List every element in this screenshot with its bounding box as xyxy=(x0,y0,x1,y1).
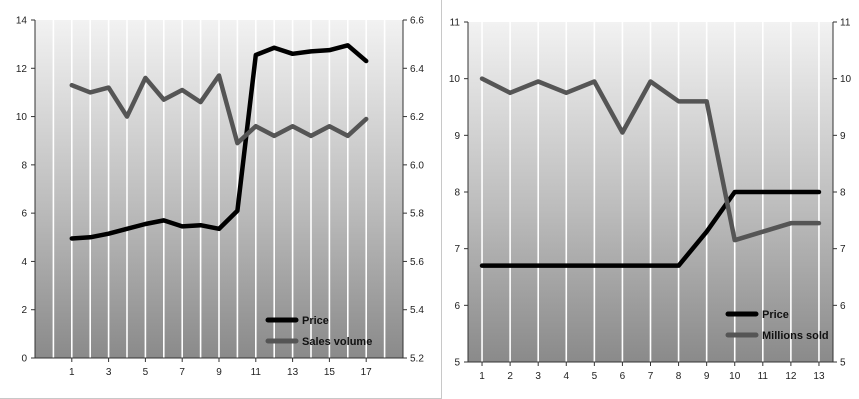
y-left-tick-label: 6 xyxy=(21,209,27,220)
x-tick-label: 3 xyxy=(106,367,112,378)
x-tick-label: 17 xyxy=(361,367,373,378)
series-line-price xyxy=(479,189,822,268)
x-tick-label: 11 xyxy=(758,371,769,382)
y-left-tick-label: 0 xyxy=(21,354,27,365)
x-tick-label: 8 xyxy=(676,371,682,382)
legend: Price Sales volume xyxy=(265,315,372,348)
y-left-tick-label: 5 xyxy=(454,358,460,369)
axes xyxy=(31,19,407,362)
x-tick-label: 1 xyxy=(479,371,485,382)
x-tick-label: 13 xyxy=(813,371,825,382)
y-right-tick-label: 5.8 xyxy=(410,209,424,220)
y-left-tick-label: 2 xyxy=(21,305,27,316)
y-right-tick-label: 11 xyxy=(840,18,851,29)
y-left-tick-label: 6 xyxy=(454,301,460,312)
y-left-tick-label: 11 xyxy=(450,18,461,29)
x-tick-label: 4 xyxy=(563,371,569,382)
y-left-tick-label: 10 xyxy=(449,74,461,85)
legend: Price Millions sold xyxy=(725,309,829,342)
x-tick-label: 6 xyxy=(620,371,626,382)
x-tick-label: 3 xyxy=(535,371,541,382)
y-right-tick-label: 5.2 xyxy=(410,354,424,365)
axes xyxy=(464,21,837,366)
x-tick-label: 9 xyxy=(704,371,710,382)
x-tick-label: 9 xyxy=(216,367,222,378)
series-line-millions-sold xyxy=(479,76,822,243)
x-tick-label: 7 xyxy=(179,367,185,378)
series-lines xyxy=(69,43,369,241)
x-tick-label: 12 xyxy=(785,371,797,382)
y-right-tick-label: 8 xyxy=(840,188,846,199)
y-right-tick-label: 6.4 xyxy=(410,64,424,75)
vertical-gridlines xyxy=(52,20,386,358)
series-line-price xyxy=(69,43,369,241)
y-left-tick-label: 4 xyxy=(21,257,27,268)
y-right-tick-label: 6 xyxy=(840,301,846,312)
y-right-tick-label: 5.6 xyxy=(410,257,424,268)
legend-label: Price xyxy=(762,309,789,321)
y-left-tick-label: 9 xyxy=(454,131,460,142)
legend-label: Price xyxy=(302,315,329,327)
y-right-tick-label: 7 xyxy=(840,244,846,255)
y-right-tick-label: 5 xyxy=(840,358,846,369)
x-tick-label: 5 xyxy=(592,371,598,382)
y-right-tick-label: 6.0 xyxy=(410,160,424,171)
y-left-tick-label: 14 xyxy=(16,16,28,27)
left-chart-panel: 0 2 4 6 8 10 12 14 5.2 5.4 5.6 5.8 6.0 6.2 6.4 6.6 1 3 5 7 9… xyxy=(0,0,442,399)
x-tick-label: 13 xyxy=(287,367,299,378)
x-tick-label: 1 xyxy=(69,367,75,378)
y-right-tick-label: 10 xyxy=(840,74,852,85)
x-tick-label: 7 xyxy=(648,371,654,382)
series-line-sales-volume xyxy=(69,73,369,146)
legend-label: Sales volume xyxy=(302,336,372,348)
x-tick-label: 11 xyxy=(251,367,262,378)
y-left-tick-label: 12 xyxy=(16,64,28,75)
x-tick-label: 2 xyxy=(507,371,513,382)
y-right-tick-label: 5.4 xyxy=(410,305,424,316)
y-right-tick-label: 6.2 xyxy=(410,112,424,123)
right-chart-panel: 5 6 7 8 9 10 11 5 6 7 8 9 10 11 1 2 3 4 5 6 7 8 9 10 11 12 13 Pric… xyxy=(446,0,859,399)
x-tick-label: 5 xyxy=(143,367,149,378)
legend-label: Millions sold xyxy=(762,330,829,342)
y-left-tick-label: 8 xyxy=(21,160,27,171)
y-left-tick-label: 8 xyxy=(454,188,460,199)
y-left-tick-label: 10 xyxy=(16,112,28,123)
y-left-tick-label: 7 xyxy=(454,244,460,255)
y-right-tick-label: 9 xyxy=(840,131,846,142)
x-tick-label: 15 xyxy=(324,367,336,378)
x-tick-label: 10 xyxy=(729,371,741,382)
y-right-tick-label: 6.6 xyxy=(410,16,424,27)
series-lines xyxy=(479,76,822,268)
